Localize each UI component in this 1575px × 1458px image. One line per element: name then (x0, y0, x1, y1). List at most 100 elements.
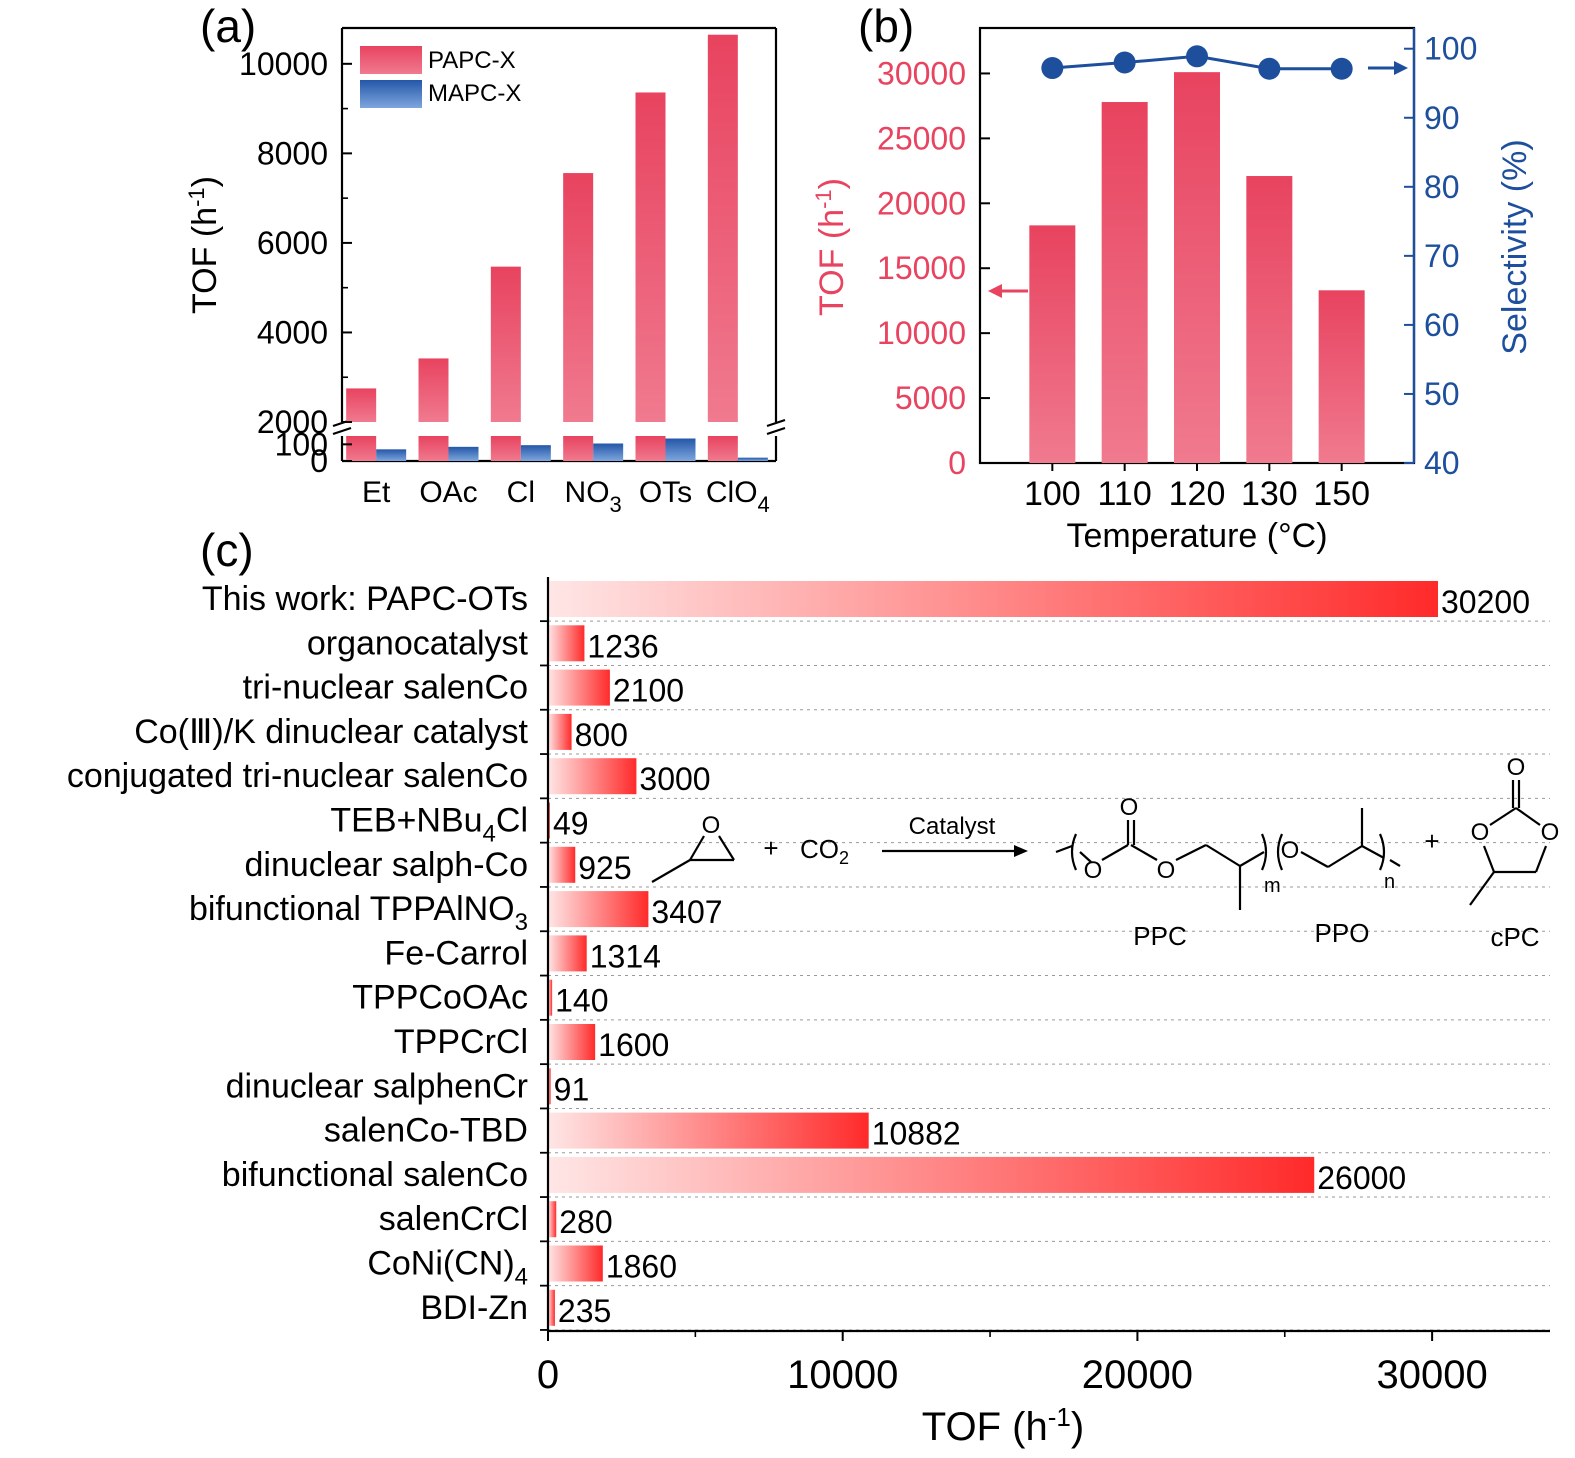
category-label-10: TPPCrCl (394, 1023, 528, 1061)
panel-b-x-ticks: 100 110 120 130 150 (1024, 463, 1370, 513)
x-tick-label-0: Et (362, 476, 391, 509)
category-main-2: tri-nuclear salenCo (243, 669, 528, 707)
x-tick-main-0: Et (362, 476, 391, 509)
bar-tof-120 (1174, 72, 1220, 463)
bar-papc-lower-2 (490, 436, 521, 461)
catalyst-label: Catalyst (909, 813, 996, 840)
bar-papc-2 (490, 266, 521, 422)
bar-papc-0 (346, 388, 377, 422)
axis-break-marks (332, 418, 786, 436)
right-tick-label-3: 70 (1424, 238, 1460, 274)
category-label-0: This work: PAPC-OTs (202, 580, 528, 618)
value-label-3: 800 (575, 717, 628, 753)
bar-papc-lower-5 (707, 436, 738, 461)
bar-papc-lower-0 (346, 436, 377, 461)
category-main-3: Co(Ⅲ)/K dinuclear catalyst (134, 713, 528, 751)
bar-mapc-4 (665, 438, 696, 461)
category-label-3: Co(Ⅲ)/K dinuclear catalyst (134, 713, 528, 751)
category-main-4: conjugated tri-nuclear salenCo (67, 757, 528, 795)
x-tick-label-5: ClO4 (706, 476, 770, 517)
right-axis-arrow (1368, 61, 1408, 75)
bar-mapc-2 (520, 445, 551, 461)
left-tick-label-0: 0 (948, 445, 966, 481)
category-label-11: dinuclear salphenCr (226, 1067, 528, 1105)
value-label-9: 140 (555, 983, 608, 1019)
panel-c-category-labels: This work: PAPC-OTs organocatalyst tri-nuc… (67, 580, 529, 1327)
bar-catalyst-10 (548, 1024, 596, 1060)
reaction-arrow (882, 845, 1028, 857)
category-label-4: conjugated tri-nuclear salenCo (67, 757, 528, 795)
bar-papc-3 (563, 173, 594, 422)
legend-swatch-papc (360, 46, 422, 74)
bar-catalyst-8 (548, 935, 587, 972)
x-tick-label-2: Cl (507, 476, 535, 509)
category-label-13: bifunctional salenCo (222, 1156, 528, 1194)
x-tick-main-1: OAc (419, 476, 477, 509)
panel-a-x-ticks: Et OAc Cl NO3 OTs ClO4 (362, 476, 770, 517)
bar-catalyst-13 (548, 1156, 1315, 1193)
panel-c-axes (546, 577, 1550, 1333)
x-tick-main-2: Cl (507, 476, 535, 509)
left-tick-label-6: 30000 (877, 55, 966, 91)
bar-mapc-5 (737, 457, 768, 461)
product-label-cpc: cPC (1490, 922, 1539, 952)
category-sub-7: 3 (515, 909, 528, 936)
product-label-ppc: PPC (1133, 921, 1186, 951)
polymer-oxygen-4: O (1281, 837, 1300, 864)
category-tail-5: Cl (496, 802, 528, 840)
panel-c-gridlines (540, 620, 1550, 1331)
product-label-ppo: PPO (1315, 918, 1370, 948)
bar-catalyst-6 (548, 846, 576, 883)
polymer-oxygen-3: O (1157, 857, 1176, 884)
category-main-1: organocatalyst (307, 624, 529, 662)
polymer-oxygen-1: O (1084, 857, 1103, 884)
category-main-7: bifunctional TPPAlNO (189, 890, 515, 928)
cpc-oxygen-2: O (1471, 819, 1490, 846)
x-tick-label-2: 20000 (1082, 1353, 1193, 1397)
category-sub-5: 4 (483, 821, 496, 848)
left-tick-label-2: 10000 (877, 315, 966, 351)
value-label-6: 925 (578, 850, 631, 886)
category-main-13: bifunctional salenCo (222, 1156, 528, 1194)
x-tick-label-1: OAc (419, 476, 477, 509)
panel-c-value-labels: 30200 1236 2100 800 3000 49 925 3407 1314 140 1600… (553, 584, 1530, 1329)
value-label-4: 3000 (639, 761, 710, 797)
bar-catalyst-15 (548, 1245, 603, 1282)
selectivity-point-110 (1113, 51, 1136, 74)
bar-catalyst-9 (548, 979, 553, 1016)
bar-papc-4 (635, 92, 666, 423)
subscript-n: n (1384, 871, 1395, 893)
bar-tof-110 (1101, 102, 1148, 463)
panel-b-y2-axis-label: Selectivity (%) (1496, 139, 1534, 354)
panel-b-x-axis-label: Temperature (°C) (1066, 517, 1327, 555)
category-label-9: TPPCoOAc (352, 979, 528, 1017)
panel-c-bars (548, 581, 1439, 1326)
value-label-15: 1860 (606, 1249, 677, 1285)
scheme-plus-1: + (763, 833, 778, 863)
bar-mapc-3 (593, 443, 624, 461)
left-tick-label-3: 15000 (877, 250, 966, 286)
category-label-8: Fe-Carrol (384, 934, 528, 972)
bar-papc-5 (707, 34, 738, 422)
left-axis-arrow (988, 284, 1028, 298)
category-label-5: TEB+NBu4Cl (330, 802, 528, 848)
panel-a-bars (346, 34, 768, 461)
category-main-10: TPPCrCl (394, 1023, 528, 1061)
value-label-16: 235 (558, 1293, 611, 1329)
category-main-9: TPPCoOAc (352, 979, 528, 1017)
y-tick-label-upper-0: 2000 (257, 404, 328, 440)
x-tick-label-4: OTs (639, 476, 692, 509)
right-tick-label-6: 100 (1424, 31, 1477, 67)
selectivity-point-120 (1186, 45, 1208, 68)
category-sub-15: 4 (515, 1264, 528, 1291)
co2-label: CO2 (800, 834, 849, 868)
epoxide-oxygen: O (702, 812, 721, 839)
category-main-8: Fe-Carrol (384, 934, 528, 972)
value-label-2: 2100 (613, 673, 684, 709)
y-tick-label-upper-2: 6000 (257, 225, 328, 261)
panel-c: (c) This work: PAPC-OTs organocatalyst tri… (67, 524, 1560, 1449)
category-label-1: organocatalyst (307, 624, 529, 662)
